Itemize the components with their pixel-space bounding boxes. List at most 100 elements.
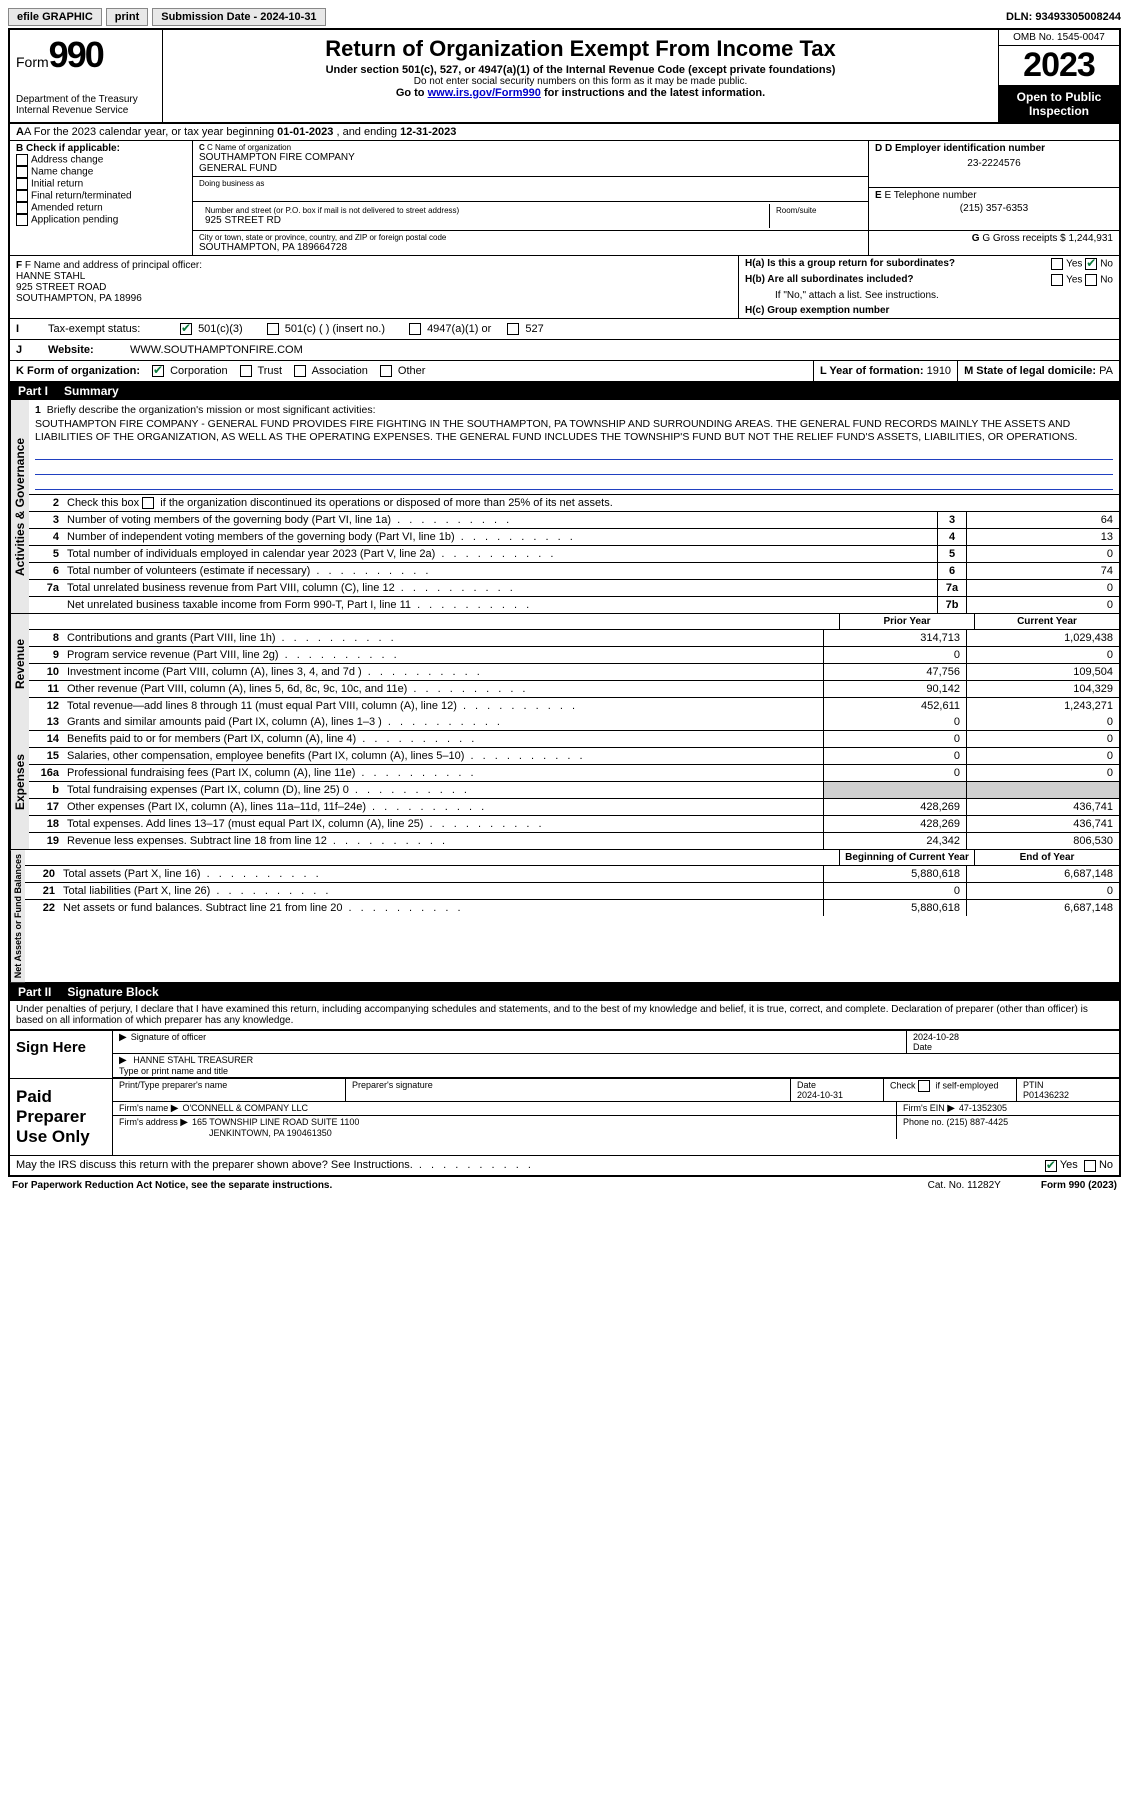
cb-501c3[interactable]: [180, 323, 192, 335]
paid-preparer-section: Paid Preparer Use Only Print/Type prepar…: [10, 1078, 1119, 1156]
form-ref: Form 990 (2023): [1041, 1180, 1117, 1191]
summary-line: 18Total expenses. Add lines 13–17 (must …: [29, 816, 1119, 833]
vtab-expenses: Expenses: [10, 714, 29, 849]
pra-notice: For Paperwork Reduction Act Notice, see …: [12, 1180, 332, 1191]
perjury-statement: Under penalties of perjury, I declare th…: [10, 1001, 1119, 1030]
summary-line: 22Net assets or fund balances. Subtract …: [25, 900, 1119, 916]
form-word: Form: [16, 54, 49, 70]
org-name-1: SOUTHAMPTON FIRE COMPANY: [199, 152, 862, 163]
vtab-net: Net Assets or Fund Balances: [10, 850, 25, 982]
summary-line: 14Benefits paid to or for members (Part …: [29, 731, 1119, 748]
cb-ha-no[interactable]: [1085, 258, 1097, 270]
prior-year-hdr: Prior Year: [839, 614, 974, 629]
form-number: 990: [49, 34, 103, 75]
line7b-val: 0: [966, 597, 1119, 613]
current-year-hdr: Current Year: [974, 614, 1119, 629]
cb-4947[interactable]: [409, 323, 421, 335]
cb-501c[interactable]: [267, 323, 279, 335]
cb-app-pending[interactable]: Application pending: [16, 214, 186, 226]
line6-val: 74: [966, 563, 1119, 579]
summary-line: 15Salaries, other compensation, employee…: [29, 748, 1119, 765]
dln: DLN: 93493305008244: [1006, 11, 1121, 23]
summary-line: 11Other revenue (Part VIII, column (A), …: [29, 681, 1119, 698]
header-left: Form990 Department of the Treasury Inter…: [10, 30, 163, 122]
cat-no: Cat. No. 11282Y: [928, 1180, 1001, 1191]
form-990: Form990 Department of the Treasury Inter…: [8, 28, 1121, 1177]
col-b-checkboxes: B Check if applicable: Address change Na…: [10, 141, 193, 255]
cb-discuss-no[interactable]: [1084, 1160, 1096, 1172]
state-domicile: PA: [1099, 365, 1113, 377]
addr-label: Number and street (or P.O. box if mail i…: [205, 206, 763, 215]
firm-ein: 47-1352305: [959, 1103, 1007, 1113]
ein-value: 23-2224576: [875, 158, 1113, 169]
cb-discontinued[interactable]: [142, 497, 154, 509]
tel-label: E E Telephone number: [875, 190, 1113, 201]
paid-preparer-label: Paid Preparer Use Only: [10, 1079, 113, 1155]
end-year-hdr: End of Year: [974, 850, 1119, 865]
cb-amended[interactable]: Amended return: [16, 202, 186, 214]
summary-line: 10Investment income (Part VIII, column (…: [29, 664, 1119, 681]
cb-initial-return[interactable]: Initial return: [16, 178, 186, 190]
ptin: P01436232: [1023, 1090, 1069, 1100]
firm-name: O'CONNELL & COMPANY LLC: [182, 1103, 308, 1113]
cb-self-employed[interactable]: [918, 1080, 930, 1092]
col-c-org: C C Name of organization SOUTHAMPTON FIR…: [193, 141, 869, 255]
cb-hb-no[interactable]: [1085, 274, 1097, 286]
summary-line: 8Contributions and grants (Part VIII, li…: [29, 630, 1119, 647]
telephone: (215) 357-6353: [875, 203, 1113, 214]
section-bcd: B Check if applicable: Address change Na…: [10, 141, 1119, 256]
cb-ha-yes[interactable]: [1051, 258, 1063, 270]
cb-assoc[interactable]: [294, 365, 306, 377]
mission-text: SOUTHAMPTON FIRE COMPANY - GENERAL FUND …: [35, 418, 1077, 444]
discuss-row: May the IRS discuss this return with the…: [10, 1156, 1119, 1174]
efile-button[interactable]: efile GRAPHIC: [8, 8, 102, 26]
cb-address-change[interactable]: Address change: [16, 154, 186, 166]
dept-treasury: Department of the Treasury: [16, 94, 156, 105]
vtab-governance: Activities & Governance: [10, 400, 29, 613]
col-b-header: B Check if applicable:: [16, 143, 186, 154]
cb-trust[interactable]: [240, 365, 252, 377]
begin-year-hdr: Beginning of Current Year: [839, 850, 974, 865]
sign-here-section: Sign Here Signature of officer 2024-10-2…: [10, 1030, 1119, 1078]
firm-phone: (215) 887-4425: [947, 1117, 1009, 1127]
cb-hb-yes[interactable]: [1051, 274, 1063, 286]
principal-officer: F F Name and address of principal office…: [10, 256, 739, 318]
row-j-website: J Website: WWW.SOUTHAMPTONFIRE.COM: [10, 340, 1119, 361]
city-state-zip: SOUTHAMPTON, PA 189664728: [199, 242, 862, 253]
cb-527[interactable]: [507, 323, 519, 335]
row-a-tax-year: AA For the 2023 calendar year, or tax ye…: [10, 124, 1119, 141]
cb-name-change[interactable]: Name change: [16, 166, 186, 178]
part-1-header: Part I Summary: [10, 382, 1119, 400]
mission-block: 1 Briefly describe the organization's mi…: [29, 400, 1119, 494]
group-return: H(a) Is this a group return for subordin…: [739, 256, 1119, 318]
officer-name: HANNE STAHL TREASURER: [133, 1055, 253, 1065]
submission-date: Submission Date - 2024-10-31: [152, 8, 325, 26]
open-public-badge: Open to Public Inspection: [999, 86, 1119, 122]
cb-other[interactable]: [380, 365, 392, 377]
cb-corp[interactable]: [152, 365, 164, 377]
line3-val: 64: [966, 512, 1119, 528]
header-right: OMB No. 1545-0047 2023 Open to Public In…: [998, 30, 1119, 122]
website-url[interactable]: WWW.SOUTHAMPTONFIRE.COM: [124, 340, 309, 360]
gross-receipts: 1,244,931: [1069, 233, 1114, 244]
row-klm: K Form of organization: Corporation Trus…: [10, 361, 1119, 382]
col-d-ein: D D Employer identification number 23-22…: [869, 141, 1119, 255]
line4-val: 13: [966, 529, 1119, 545]
cb-final-return[interactable]: Final return/terminated: [16, 190, 186, 202]
header-mid: Return of Organization Exempt From Incom…: [163, 30, 998, 122]
summary-line: bTotal fundraising expenses (Part IX, co…: [29, 782, 1119, 799]
line5-val: 0: [966, 546, 1119, 562]
summary-line: 16aProfessional fundraising fees (Part I…: [29, 765, 1119, 782]
form-title: Return of Organization Exempt From Incom…: [171, 36, 990, 62]
room-label: Room/suite: [776, 206, 856, 215]
street-address: 925 STREET RD: [205, 215, 763, 226]
dba-label: Doing business as: [199, 179, 862, 188]
irs-link[interactable]: www.irs.gov/Form990: [428, 87, 541, 99]
subtitle-3: Go to www.irs.gov/Form990 for instructio…: [171, 87, 990, 99]
summary-line: 12Total revenue—add lines 8 through 11 (…: [29, 698, 1119, 714]
print-button[interactable]: print: [106, 8, 148, 26]
cb-discuss-yes[interactable]: [1045, 1160, 1057, 1172]
year-formation: 1910: [927, 365, 951, 377]
vtab-revenue: Revenue: [10, 614, 29, 714]
part-2-header: Part II Signature Block: [10, 983, 1119, 1001]
